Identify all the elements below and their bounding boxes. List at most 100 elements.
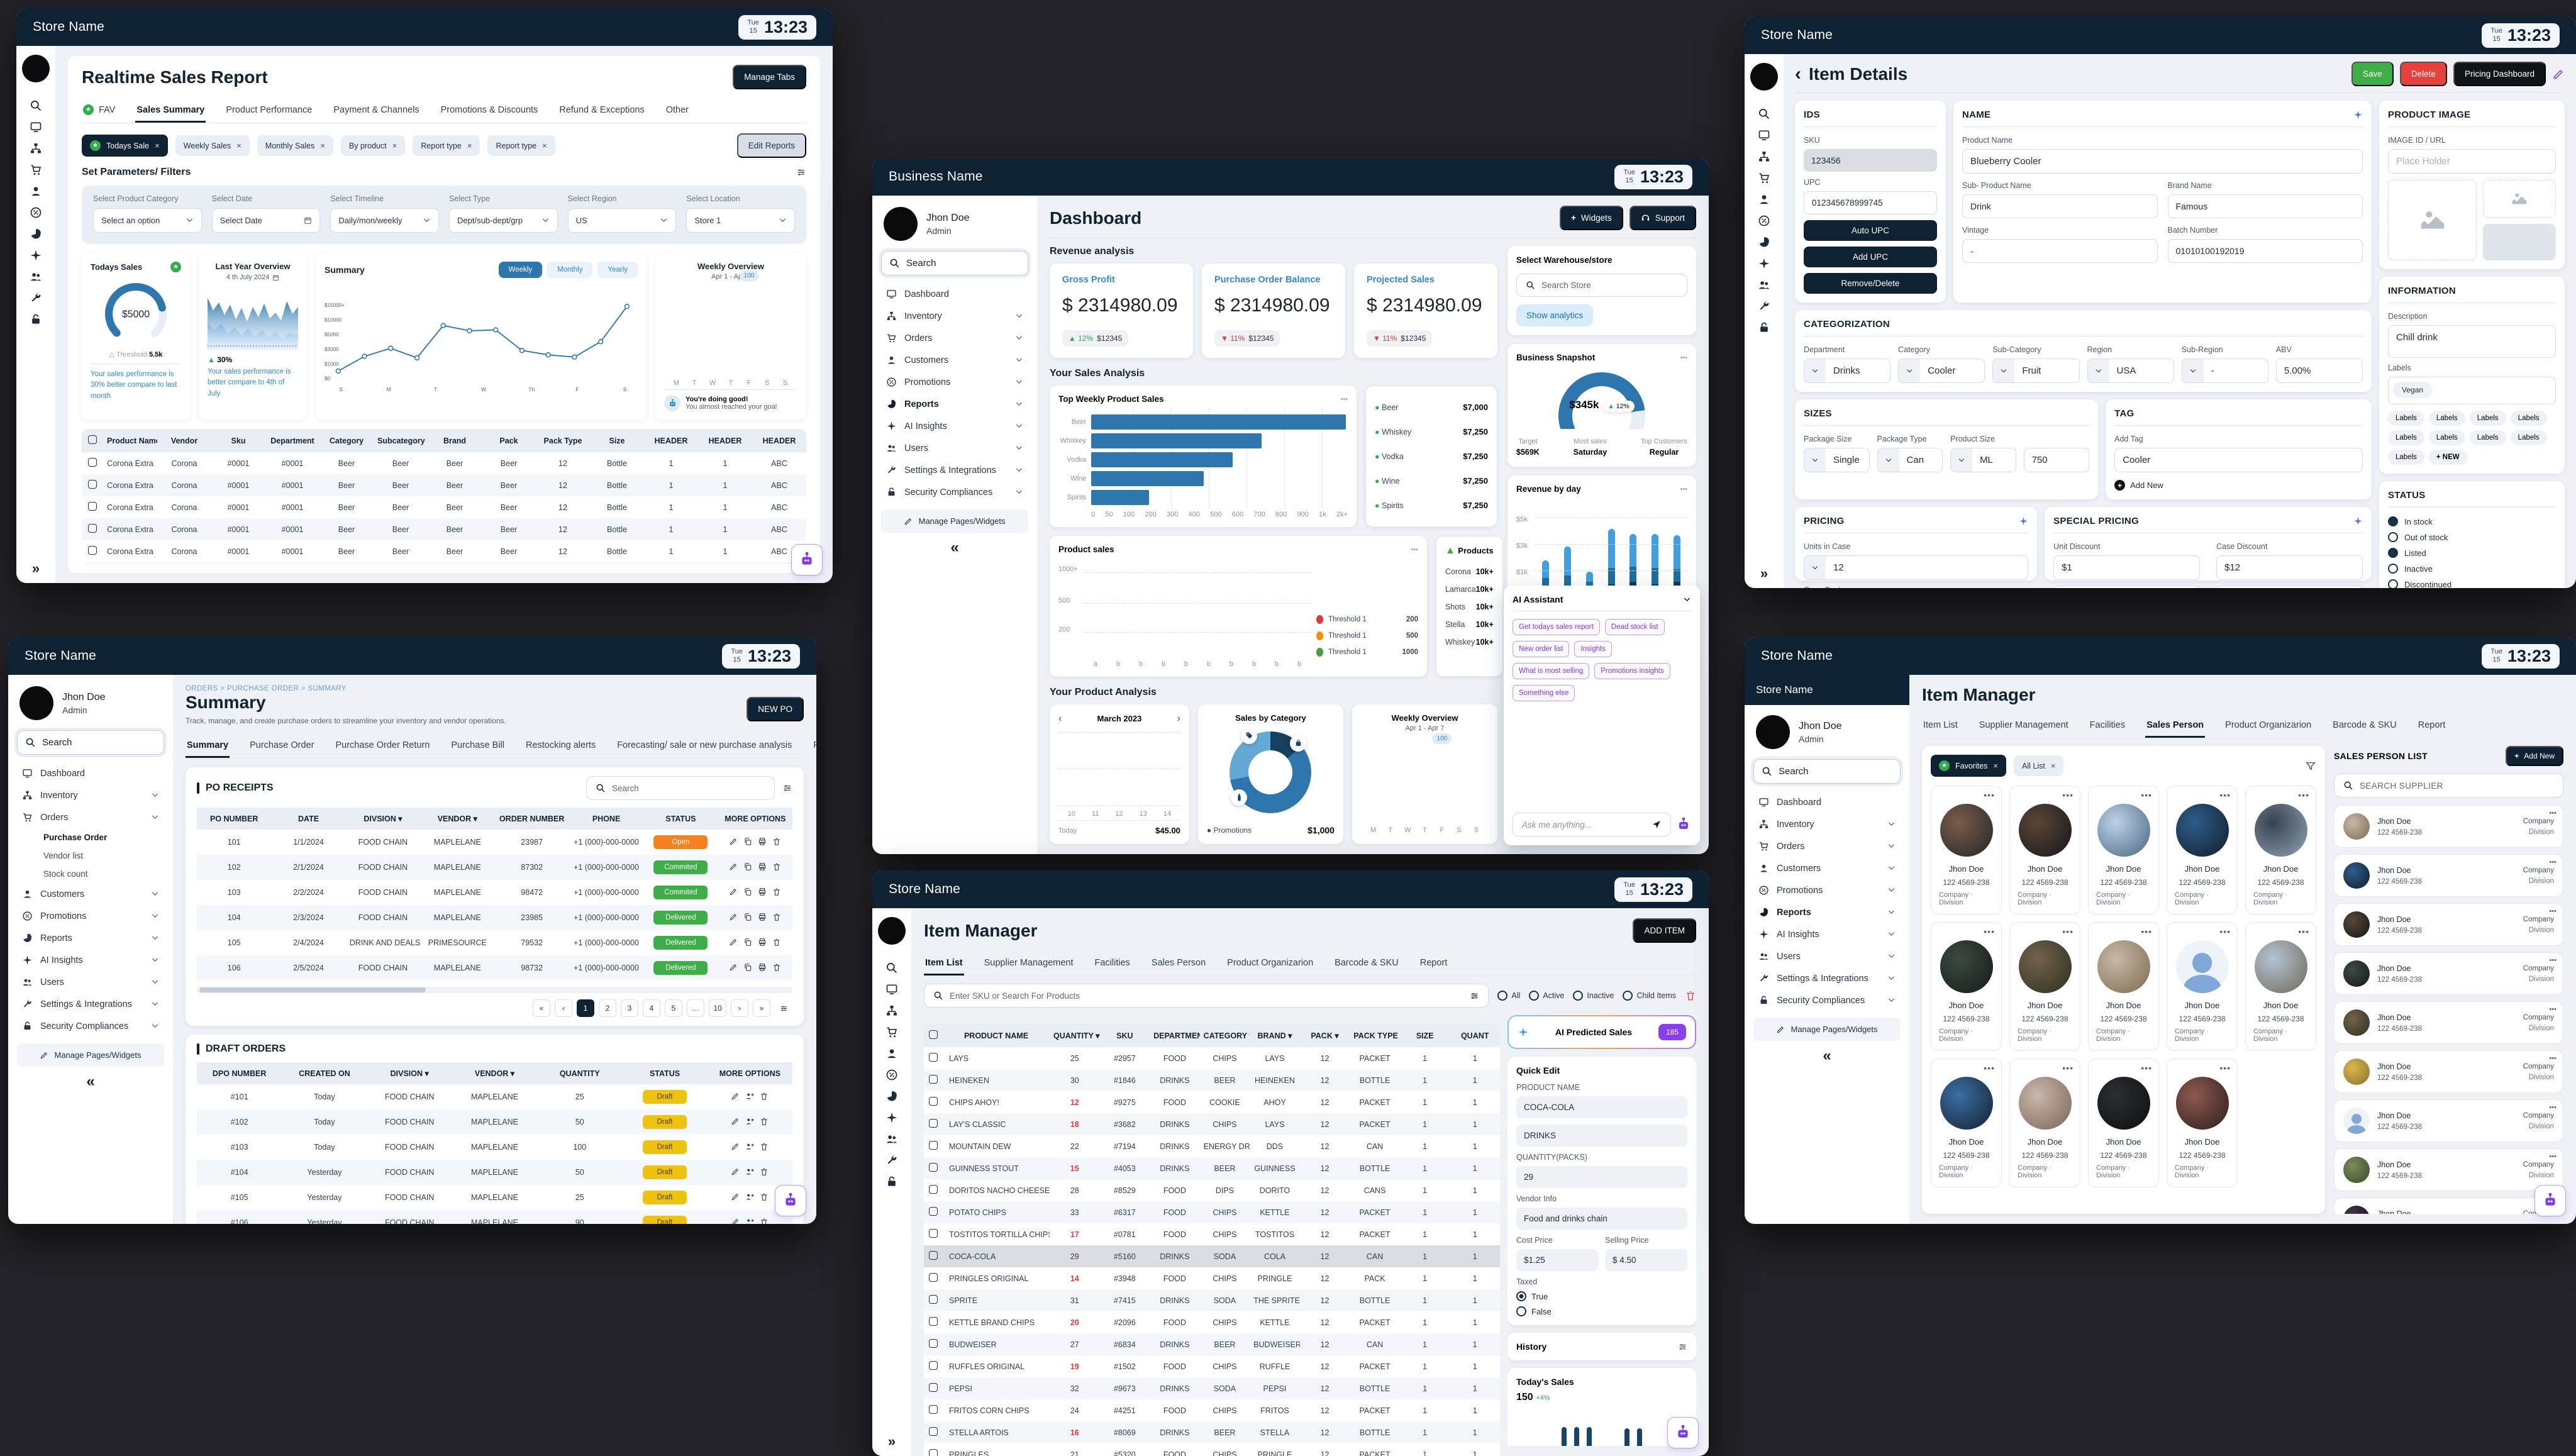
more-menu-icon[interactable]: •••	[1411, 545, 1418, 553]
product-size-value-field[interactable]: 750	[2023, 448, 2090, 472]
more-menu-icon[interactable]: •••	[1340, 395, 1348, 403]
page-3[interactable]: 3	[621, 999, 638, 1017]
delete-button[interactable]: Delete	[2399, 62, 2447, 86]
expand-sidebar-button[interactable]: »	[31, 560, 40, 576]
product-name-field[interactable]: Blueberry Cooler	[1962, 149, 2363, 174]
more-menu-icon[interactable]: •••	[2219, 1063, 2231, 1073]
item-row[interactable]: LAYS 25 #2957 FOOD CHIPS LAYS 12 PACKET 1 1	[924, 1047, 1500, 1069]
label-chip[interactable]: Labels	[2510, 430, 2547, 445]
table-settings-icon[interactable]	[775, 999, 792, 1017]
brand-name-field[interactable]: Famous	[2167, 194, 2363, 218]
item-row[interactable]: PEPSI 32 #9673 DRINKS SODA PEPSI 12 BOTTLE 1 1	[924, 1377, 1500, 1399]
filter-select-select-type[interactable]: Dept/sub-dept/grp	[449, 208, 558, 233]
avatar[interactable]	[878, 917, 906, 945]
add-new-button[interactable]: + Add New	[2506, 746, 2563, 766]
tab-product-performance[interactable]: Product Performance	[226, 104, 313, 115]
sales-person-card[interactable]: ••• Jhon Doe 122 4569-238 Company · Divisio…	[2167, 786, 2238, 914]
assign-icon[interactable]	[745, 1192, 754, 1201]
edit-icon[interactable]	[731, 1142, 740, 1151]
more-menu-icon[interactable]: •••	[2141, 790, 2152, 800]
sidebar-item-users[interactable]: Users	[881, 437, 1028, 459]
sales-person-card[interactable]: ••• Jhon Doe 122 4569-238 Company · Divisio…	[2088, 786, 2159, 914]
quantity-field[interactable]: 29	[1516, 1166, 1687, 1188]
assign-icon[interactable]	[745, 1092, 754, 1101]
sidebar-item-settings-integrations[interactable]: Settings & Integrations	[881, 459, 1028, 481]
sidebar-item-reports[interactable]: Reports	[1753, 901, 1901, 923]
sales-person-list-item[interactable]: Jhon Doe 122 4569-238 Company Division •••	[2334, 854, 2563, 897]
label-chip[interactable]: Labels	[2388, 411, 2424, 426]
edit-reports-button[interactable]: Edit Reports	[736, 133, 806, 158]
image-placeholder-large[interactable]	[2388, 180, 2477, 260]
ai-suggestion-chip[interactable]: Something else	[1513, 685, 1575, 701]
add-upc-button[interactable]: Add UPC	[1804, 247, 1937, 267]
filter-select-select-date[interactable]: Select Date	[211, 208, 321, 233]
more-menu-icon[interactable]: •••	[2549, 908, 2557, 915]
expand-sidebar-button[interactable]: »	[887, 1433, 896, 1449]
page-4[interactable]: 4	[643, 999, 660, 1017]
batch-number-field[interactable]: 01010100192019	[2167, 239, 2363, 263]
range-yearly[interactable]: Yearly	[597, 262, 638, 278]
row-checkbox[interactable]	[929, 1317, 938, 1326]
row-checkbox[interactable]	[88, 524, 97, 533]
tab-report[interactable]: Report	[1419, 958, 1448, 968]
users-icon[interactable]	[1752, 274, 1777, 296]
image-placeholder-small[interactable]	[2483, 180, 2556, 218]
history-settings-icon[interactable]	[1678, 1342, 1687, 1352]
vendor-field[interactable]: Food and drinks chain	[1516, 1208, 1687, 1230]
edit-icon[interactable]	[731, 1218, 740, 1224]
ai-assistant-button[interactable]	[791, 544, 823, 575]
filter-chip-monthly-sales[interactable]: Monthly Sales ×	[257, 135, 333, 156]
sidebar-item-customers[interactable]: Customers	[17, 883, 164, 905]
tab-supplier-management[interactable]: Supplier Management	[984, 958, 1074, 968]
copy-icon[interactable]	[743, 938, 752, 947]
more-menu-icon[interactable]: •••	[2549, 957, 2557, 964]
package-type-select[interactable]: Can	[1877, 448, 1943, 472]
wrench-icon[interactable]	[879, 1150, 904, 1171]
monitor-icon[interactable]	[1752, 125, 1777, 146]
sidebar-item-dashboard[interactable]: Dashboard	[17, 762, 164, 784]
row-checkbox[interactable]	[929, 1185, 938, 1194]
sitemap-icon[interactable]	[1752, 146, 1777, 167]
item-row[interactable]: BUDWEISER 27 #6834 DRINKS BEER BUDWEISER 12 CAN…	[924, 1333, 1500, 1355]
edit-icon[interactable]	[729, 963, 738, 972]
sparkle-icon[interactable]	[879, 1107, 904, 1128]
ai-suggestion-chip[interactable]: Dead stock list	[1604, 619, 1665, 635]
row-checkbox[interactable]	[929, 1207, 938, 1216]
users-icon[interactable]	[23, 266, 48, 287]
tab-promotions-discounts[interactable]: Promotions & Discounts	[440, 104, 538, 115]
row-checkbox[interactable]	[929, 1427, 938, 1436]
show-analytics-button[interactable]: Show analytics	[1516, 304, 1594, 326]
radio-inactive[interactable]: Inactive	[1573, 991, 1614, 1001]
tab-barcode-sku[interactable]: Barcode & SKU	[2333, 720, 2397, 730]
close-icon[interactable]: ×	[1993, 761, 1998, 770]
chip-all-list[interactable]: All List ×	[2014, 755, 2064, 776]
sales-person-card[interactable]: ••• Jhon Doe 122 4569-238 Company · Divisio…	[2245, 786, 2316, 914]
filter-settings-icon[interactable]	[796, 167, 806, 177]
tab-item-list[interactable]: Item List	[924, 952, 964, 975]
filter-chip-report-type[interactable]: Report type ×	[413, 135, 480, 156]
pie-icon[interactable]	[1752, 231, 1777, 253]
label-chip[interactable]: Labels	[2510, 411, 2547, 426]
new-label-chip[interactable]: + NEW	[2428, 450, 2467, 465]
page-10[interactable]: 10	[709, 999, 726, 1017]
product-name-field[interactable]: COCA-COLA	[1516, 1096, 1687, 1118]
tab-forecasting-sale-or-new-purchase-analysis[interactable]: Forecasting/ sale or new purchase analys…	[617, 740, 792, 750]
manage-pages-widgets[interactable]: Manage Pages/Widgets	[1753, 1018, 1901, 1041]
save-button[interactable]: Save	[2351, 62, 2394, 86]
label-chip[interactable]: Labels	[2469, 411, 2506, 426]
sidebar-item-promotions[interactable]: Promotions	[881, 371, 1028, 393]
add-item-button[interactable]: ADD ITEM	[1633, 918, 1696, 943]
label-chip[interactable]: Labels	[2388, 450, 2424, 465]
sparkle-icon[interactable]	[23, 245, 48, 266]
row-checkbox[interactable]	[929, 1361, 938, 1370]
more-menu-icon[interactable]: •••	[2549, 859, 2557, 866]
wrench-icon[interactable]	[1752, 296, 1777, 317]
history-panel[interactable]: History	[1507, 1333, 1696, 1360]
more-menu-icon[interactable]: •••	[1680, 485, 1687, 493]
row-checkbox[interactable]	[929, 1295, 938, 1304]
cart-icon[interactable]	[23, 159, 48, 181]
person-icon[interactable]	[23, 181, 48, 202]
sales-person-card[interactable]: ••• Jhon Doe 122 4569-238 Company · Divisio…	[2167, 1059, 2238, 1187]
sidebar-item-dashboard[interactable]: Dashboard	[881, 283, 1028, 305]
